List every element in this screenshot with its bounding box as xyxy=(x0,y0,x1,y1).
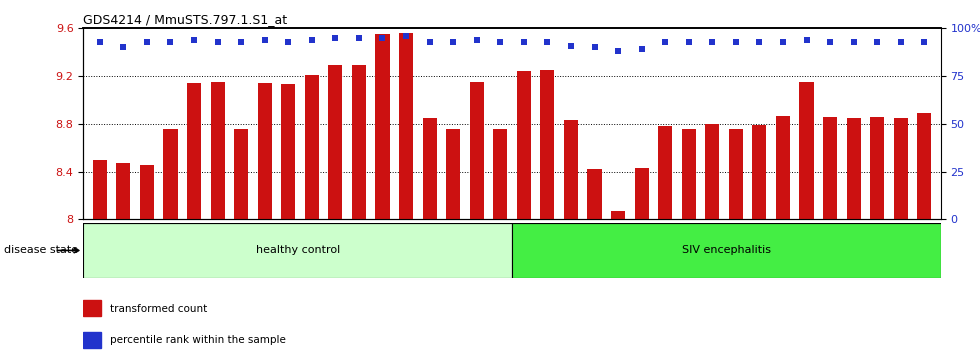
Point xyxy=(775,39,791,45)
Point xyxy=(257,37,272,42)
Bar xyxy=(847,118,860,219)
Bar xyxy=(564,120,578,219)
Bar xyxy=(776,115,790,219)
Bar xyxy=(117,163,130,219)
Point xyxy=(728,39,744,45)
Bar xyxy=(634,168,649,219)
Bar xyxy=(800,82,813,219)
Bar xyxy=(729,129,743,219)
Point xyxy=(893,39,908,45)
Bar xyxy=(140,165,154,219)
Bar xyxy=(164,129,177,219)
Point xyxy=(468,37,484,42)
Point xyxy=(564,43,579,48)
Bar xyxy=(659,126,672,219)
Point xyxy=(516,39,532,45)
Bar xyxy=(211,82,224,219)
Bar xyxy=(493,129,508,219)
Bar xyxy=(305,75,318,219)
Bar xyxy=(399,33,414,219)
Point xyxy=(280,39,296,45)
Point xyxy=(846,39,861,45)
Point xyxy=(92,39,108,45)
Bar xyxy=(894,118,907,219)
Point xyxy=(139,39,155,45)
Bar xyxy=(422,118,437,219)
Bar xyxy=(234,129,248,219)
Bar xyxy=(83,300,101,316)
Point xyxy=(233,39,249,45)
Bar xyxy=(512,223,941,278)
Point xyxy=(634,46,650,52)
Point xyxy=(822,39,838,45)
Bar xyxy=(352,65,366,219)
Bar xyxy=(375,34,389,219)
Bar xyxy=(611,211,625,219)
Bar xyxy=(870,117,884,219)
Text: GDS4214 / MmuSTS.797.1.S1_at: GDS4214 / MmuSTS.797.1.S1_at xyxy=(83,13,287,26)
Point xyxy=(705,39,720,45)
Bar xyxy=(281,85,295,219)
Bar xyxy=(187,83,201,219)
Bar xyxy=(540,70,555,219)
Bar xyxy=(83,332,101,348)
Point xyxy=(398,33,414,39)
Point xyxy=(752,39,767,45)
Text: disease state: disease state xyxy=(4,245,78,256)
Point xyxy=(611,48,626,54)
Bar xyxy=(753,125,766,219)
Point xyxy=(658,39,673,45)
Bar xyxy=(917,113,931,219)
Text: percentile rank within the sample: percentile rank within the sample xyxy=(110,336,285,346)
Bar xyxy=(83,223,512,278)
Point xyxy=(304,37,319,42)
Point xyxy=(116,45,131,50)
Bar xyxy=(706,124,719,219)
Point xyxy=(327,35,343,41)
Bar xyxy=(823,117,837,219)
Point xyxy=(163,39,178,45)
Point xyxy=(445,39,461,45)
Bar xyxy=(93,160,107,219)
Bar xyxy=(682,129,696,219)
Point xyxy=(374,35,390,41)
Point xyxy=(916,39,932,45)
Bar xyxy=(587,169,602,219)
Point xyxy=(681,39,697,45)
Bar xyxy=(258,83,271,219)
Point xyxy=(492,39,508,45)
Bar xyxy=(516,71,531,219)
Point xyxy=(587,45,603,50)
Point xyxy=(799,37,814,42)
Text: transformed count: transformed count xyxy=(110,304,207,314)
Point xyxy=(186,37,202,42)
Bar xyxy=(469,82,484,219)
Point xyxy=(351,35,367,41)
Point xyxy=(421,39,437,45)
Text: healthy control: healthy control xyxy=(256,245,340,256)
Point xyxy=(869,39,885,45)
Bar xyxy=(328,65,342,219)
Point xyxy=(210,39,225,45)
Point xyxy=(540,39,556,45)
Text: SIV encephalitis: SIV encephalitis xyxy=(682,245,771,256)
Bar xyxy=(446,129,461,219)
